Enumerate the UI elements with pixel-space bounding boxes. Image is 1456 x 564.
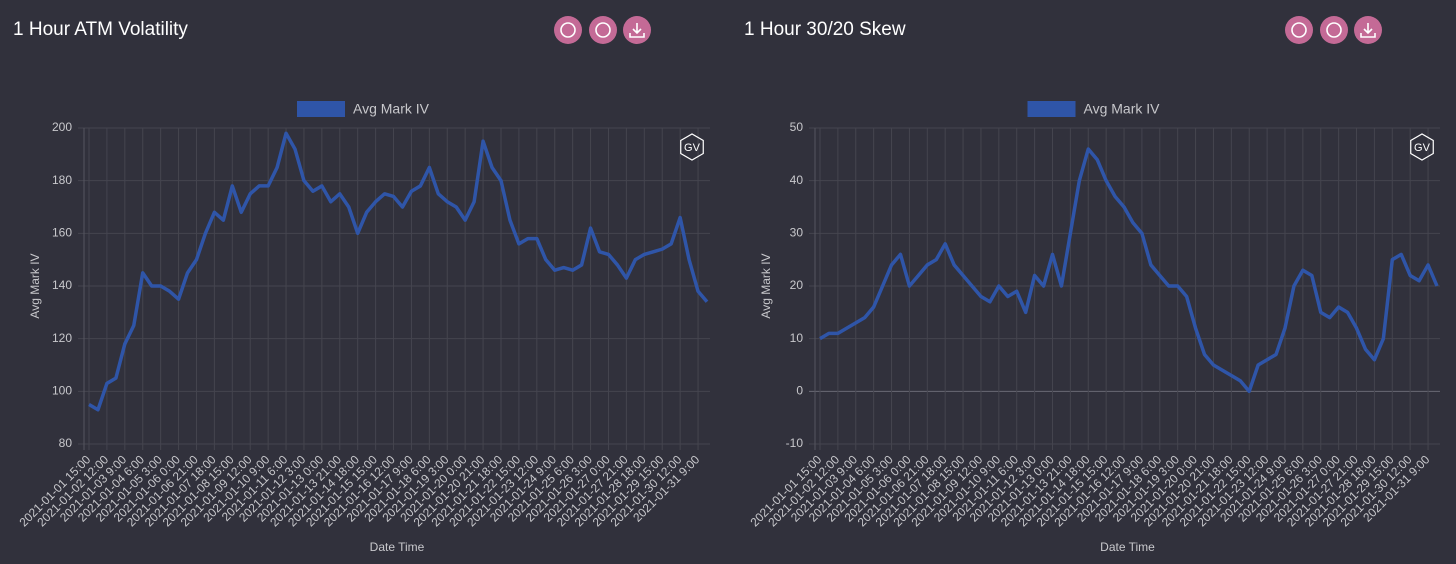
y-axis-label: Avg Mark IV — [759, 253, 773, 318]
y-tick-label: 10 — [790, 331, 804, 345]
legend-swatch — [1027, 101, 1076, 117]
chart: 1 Hour 30/20 Skew Avg Mark IV -10 0 10 20 30 40… — [744, 19, 1440, 554]
chart-title: 1 Hour 30/20 Skew — [744, 19, 906, 40]
legend-label: Avg Mark IV — [1084, 101, 1161, 117]
y-tick-label: 30 — [790, 226, 804, 240]
y-tick-label: 20 — [790, 278, 804, 292]
y-tick-label: 40 — [790, 173, 804, 187]
y-tick-label: 200 — [52, 120, 72, 134]
y-tick-label: 160 — [52, 226, 72, 240]
help-icon — [595, 22, 611, 38]
y-tick-label: -10 — [786, 436, 804, 450]
legend-swatch — [297, 101, 345, 117]
y-tick-label: 50 — [790, 120, 804, 134]
chart: 1 Hour ATM Volatility Avg Mark IV 80 100 120… — [13, 19, 710, 554]
download-icon — [629, 23, 645, 38]
buttons-right — [1285, 16, 1382, 44]
help-icon — [1326, 22, 1342, 38]
download-icon — [1360, 23, 1376, 38]
line — [819, 147, 1439, 394]
help-button[interactable] — [1320, 16, 1348, 44]
line — [88, 131, 709, 412]
buttons-left — [554, 16, 651, 44]
y-tick-label: 120 — [52, 331, 72, 345]
y-tick-label: 140 — [52, 278, 72, 292]
y-tick-label: 100 — [52, 384, 72, 398]
info-button[interactable] — [1285, 16, 1313, 44]
chart-title: 1 Hour ATM Volatility — [13, 19, 188, 40]
info-icon — [560, 22, 576, 38]
info-icon — [1291, 22, 1307, 38]
logo-hex — [680, 133, 704, 161]
y-tick-label: 80 — [59, 436, 73, 450]
y-axis-label: Avg Mark IV — [28, 253, 42, 318]
info-button[interactable] — [554, 16, 582, 44]
x-axis-label: Date Time — [370, 540, 425, 554]
help-button[interactable] — [589, 16, 617, 44]
x-axis-label: Date Time — [1100, 540, 1155, 554]
legend-label: Avg Mark IV — [353, 101, 430, 117]
logo-hex — [1410, 133, 1434, 161]
logo: GV — [1414, 142, 1431, 154]
y-tick-label: 180 — [52, 173, 72, 187]
logo: GV — [684, 142, 701, 154]
y-tick-label: 0 — [796, 384, 803, 398]
